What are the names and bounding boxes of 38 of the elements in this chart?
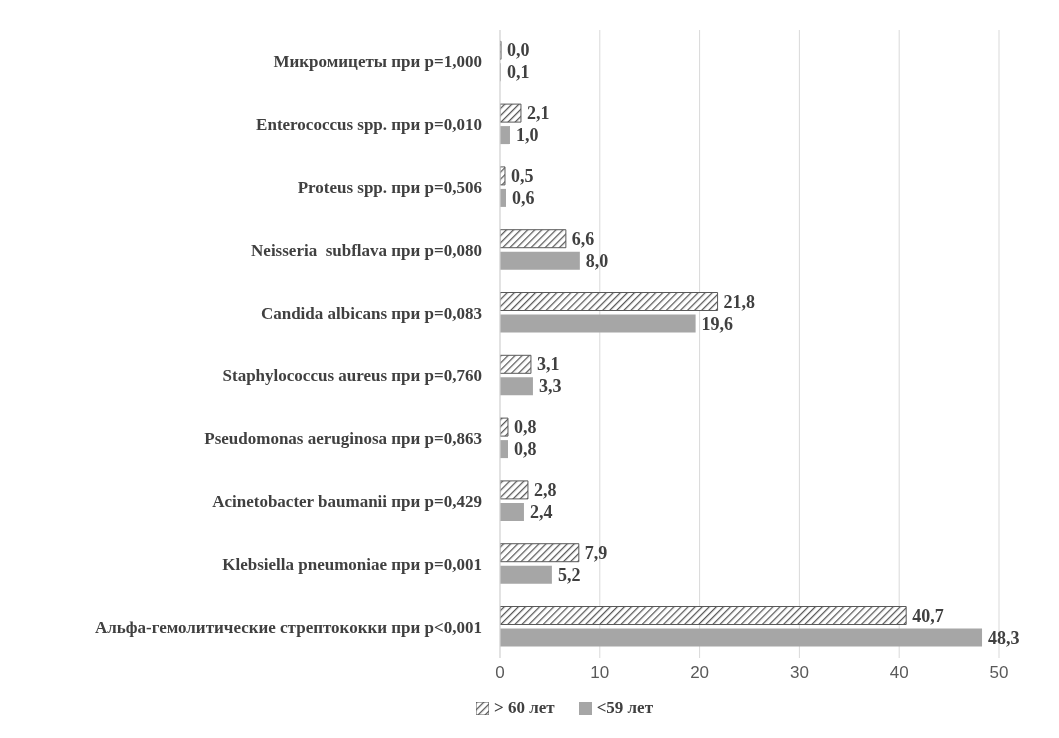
y-tick-label: Микромицеты при p=1,000 bbox=[273, 52, 482, 72]
legend-label: > 60 лет bbox=[494, 698, 555, 718]
data-label: 0,8 bbox=[513, 439, 537, 460]
x-tick-label: 30 bbox=[789, 663, 809, 683]
data-label: 40,7 bbox=[912, 605, 944, 626]
y-tick-label: Альфа-гемолитические стрептококки при p<0,001 bbox=[94, 617, 482, 637]
data-label: 48,3 bbox=[988, 627, 1020, 648]
data-label: 0,0 bbox=[507, 40, 530, 61]
x-tick-label: 50 bbox=[989, 663, 1009, 683]
data-label: 3,1 bbox=[536, 354, 560, 375]
data-label: 7,9 bbox=[584, 542, 608, 563]
x-tick-label: 0 bbox=[495, 663, 505, 683]
data-label: 0,6 bbox=[511, 187, 535, 208]
data-label: 5,2 bbox=[557, 564, 581, 585]
y-tick-label: Klebsiella pneumoniae при p=0,001 bbox=[222, 554, 482, 574]
data-label: 0,8 bbox=[513, 417, 537, 438]
data-label: 0,1 bbox=[507, 62, 530, 83]
data-label: 3,3 bbox=[538, 376, 562, 397]
data-label: 0,5 bbox=[510, 165, 534, 186]
y-tick-label: Staphylococcus aureus при p=0,760 bbox=[222, 366, 482, 386]
data-label: 8,0 bbox=[585, 250, 609, 271]
legend-label: <59 лет bbox=[596, 698, 653, 718]
y-tick-label: Acinetobacter baumanii при p=0,429 bbox=[212, 492, 482, 511]
y-tick-label: Neisseria subflava при p=0,080 bbox=[251, 240, 482, 260]
data-label: 21,8 bbox=[723, 291, 756, 312]
y-tick-label: Proteus spp. при p=0,506 bbox=[297, 178, 482, 197]
data-label: 6,6 bbox=[571, 228, 595, 249]
data-label: 2,8 bbox=[533, 479, 557, 500]
x-tick-label: 10 bbox=[590, 663, 610, 683]
data-label: 2,1 bbox=[526, 103, 550, 124]
x-tick-label: 40 bbox=[889, 663, 909, 683]
y-tick-label: Candida albicans при p=0,083 bbox=[260, 303, 482, 323]
x-tick-label: 20 bbox=[690, 663, 710, 683]
data-label: 2,4 bbox=[529, 501, 553, 522]
y-tick-label: Pseudomonas aeruginosa при p=0,863 bbox=[204, 429, 482, 449]
y-tick-label: Enterococcus spp. при p=0,010 bbox=[256, 115, 482, 135]
data-label: 19,6 bbox=[701, 313, 734, 334]
data-label: 1,0 bbox=[515, 125, 539, 146]
